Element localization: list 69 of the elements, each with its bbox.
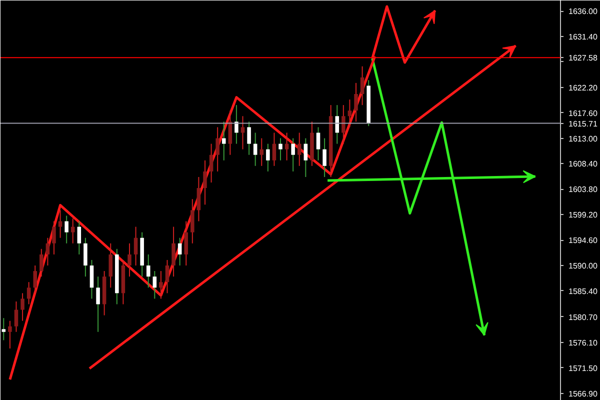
candlestick <box>304 138 308 178</box>
candlestick <box>159 270 163 300</box>
candlestick <box>297 132 302 166</box>
candlestick <box>348 99 352 128</box>
y-tick-label: 1631.40 <box>568 32 598 42</box>
candlestick <box>291 138 295 172</box>
candlestick <box>322 138 326 178</box>
candlestick <box>316 126 320 161</box>
candlestick <box>52 220 56 255</box>
candlestick <box>184 220 188 266</box>
candlestick <box>234 104 238 144</box>
candlestick <box>240 116 245 150</box>
candlestick <box>46 237 50 266</box>
ref-line-label: 1615.71 <box>568 119 598 128</box>
candlestick <box>228 110 232 156</box>
candlestick <box>20 292 24 322</box>
y-tick-label: 1613.00 <box>568 134 598 144</box>
candlestick <box>360 66 364 106</box>
candlestick <box>58 210 62 238</box>
candlestick <box>134 226 138 266</box>
y-tick-label: 1576.10 <box>568 338 598 348</box>
candlestick <box>40 248 44 278</box>
y-tick-label: 1580.70 <box>568 312 598 322</box>
candlestick <box>84 237 88 278</box>
candlestick <box>278 138 282 161</box>
candlestick <box>64 215 68 244</box>
candlestick <box>90 259 94 300</box>
candlestick <box>165 259 170 294</box>
candlestick <box>284 132 289 161</box>
candlestick <box>108 242 112 288</box>
candlestick <box>96 276 100 332</box>
y-tick-label: 1622.20 <box>568 83 598 92</box>
ref-line-label: 1627.58 <box>568 54 598 63</box>
candlestick <box>128 242 132 278</box>
candlestick <box>266 143 270 172</box>
candlestick <box>209 143 214 184</box>
y-tick-label: 1566.90 <box>568 389 598 398</box>
candlestick <box>216 126 220 172</box>
candlestick <box>190 198 194 244</box>
candlestick <box>152 270 157 300</box>
y-tick-label: 1636.00 <box>568 7 598 16</box>
y-tick-label: 1603.80 <box>568 185 598 194</box>
candlestick <box>354 82 358 122</box>
candlestick <box>146 254 150 288</box>
candlestick <box>196 176 201 222</box>
y-tick-label: 1590.00 <box>568 262 598 271</box>
candlestick <box>203 160 207 206</box>
candlestick <box>247 121 251 156</box>
candlestick <box>222 121 226 161</box>
candlestick <box>33 265 37 294</box>
candlestick <box>8 320 12 349</box>
candlestick <box>272 132 276 166</box>
y-tick-label: 1585.40 <box>568 286 598 296</box>
candlestick <box>26 282 31 305</box>
y-tick-label: 1617.60 <box>568 108 598 118</box>
y-tick-label: 1608.40 <box>568 160 598 169</box>
candlestick <box>253 132 258 166</box>
y-tick-label: 1599.20 <box>568 210 598 220</box>
candlestick <box>77 220 82 255</box>
candlestick <box>14 300 18 332</box>
candlestick <box>70 218 75 244</box>
y-tick-label: 1594.60 <box>568 236 598 246</box>
candlestick <box>178 237 182 266</box>
candlestick <box>342 104 346 144</box>
candlestick <box>172 226 176 278</box>
candlestick <box>2 318 6 341</box>
y-tick-label: 1571.50 <box>568 364 598 373</box>
candlestick <box>260 138 264 166</box>
candlestick <box>335 104 340 144</box>
